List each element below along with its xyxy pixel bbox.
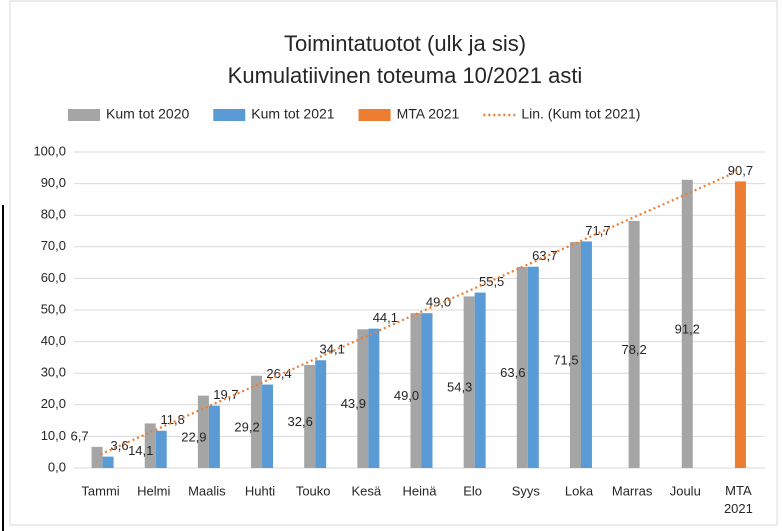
data-label: 34,1 <box>320 342 345 357</box>
data-label: 26,4 <box>266 366 291 381</box>
legend-label: Kum tot 2021 <box>251 106 334 122</box>
data-label: 29,2 <box>234 419 259 434</box>
y-tick-label: 90,0 <box>41 175 66 190</box>
x-tick-label: Elo <box>463 483 482 498</box>
x-tick-label: Joulu <box>670 483 701 498</box>
data-label: 91,2 <box>675 321 700 336</box>
bar <box>734 181 746 468</box>
bar <box>91 446 103 468</box>
bar <box>628 220 640 468</box>
x-tick-label: Kesä <box>352 483 382 498</box>
x-tick-label: Loka <box>565 483 594 498</box>
trendline <box>100 169 739 456</box>
x-tick-label: Marras <box>612 483 653 498</box>
x-tick-label: Heinä <box>403 483 438 498</box>
chart-title: Toimintatuotot (ulk ja sis) <box>284 31 526 56</box>
legend-swatch <box>68 109 100 121</box>
y-tick-label: 100,0 <box>33 143 66 158</box>
data-label: 44,1 <box>373 310 398 325</box>
data-label: 55,5 <box>479 274 504 289</box>
chart-subtitle: Kumulatiivinen toteuma 10/2021 asti <box>228 63 583 88</box>
data-label: 71,5 <box>553 352 578 367</box>
bar <box>144 423 156 468</box>
y-tick-label: 70,0 <box>41 238 66 253</box>
data-label: 14,1 <box>128 443 153 458</box>
bar <box>681 179 693 469</box>
bar <box>155 430 167 468</box>
data-label: 11,8 <box>161 412 185 427</box>
bar <box>262 384 274 468</box>
bar <box>463 296 475 468</box>
bar <box>368 328 380 468</box>
bar <box>580 241 592 468</box>
x-tick-label: Touko <box>296 483 331 498</box>
bar <box>102 456 114 468</box>
bar <box>527 266 539 468</box>
x-tick-label-line: 2021 <box>724 501 753 516</box>
data-label: 78,2 <box>621 342 646 357</box>
y-tick-label: 30,0 <box>41 365 66 380</box>
x-tick-label: Tammi <box>81 483 119 498</box>
legend-swatch <box>358 109 391 121</box>
data-label: 19,7 <box>213 387 238 402</box>
x-tick-label: MTA 2021 <box>724 483 753 516</box>
data-label: 54,3 <box>447 380 472 395</box>
legend-label: Kum tot 2020 <box>106 106 189 122</box>
data-label: 90,7 <box>728 163 753 178</box>
data-label: 49,0 <box>426 295 451 310</box>
y-tick-label: 10,0 <box>41 428 66 443</box>
bar <box>251 375 263 468</box>
x-tick-label: Helmi <box>137 483 170 498</box>
bar <box>516 267 528 468</box>
x-tick-label: Maalis <box>188 483 226 498</box>
data-label: 22,9 <box>181 429 206 444</box>
bar <box>474 292 486 468</box>
bar <box>197 395 209 468</box>
data-label: 32,6 <box>288 414 313 429</box>
bar <box>410 313 422 468</box>
x-tick-label-line: MTA <box>725 483 752 498</box>
bar <box>569 242 581 468</box>
bar <box>304 364 316 468</box>
y-tick-label: 80,0 <box>41 207 66 222</box>
bar <box>315 360 327 468</box>
data-label: 63,6 <box>500 365 525 380</box>
data-label: 43,9 <box>341 396 366 411</box>
data-label: 6,7 <box>71 428 89 443</box>
legend-swatch <box>213 109 246 121</box>
bar <box>208 405 220 468</box>
y-tick-label: 0,0 <box>48 459 66 474</box>
bar <box>421 313 433 468</box>
y-tick-label: 20,0 <box>41 396 66 411</box>
y-tick-label: 60,0 <box>41 270 66 285</box>
bar <box>357 329 369 468</box>
data-label: 49,0 <box>394 388 419 403</box>
data-label: 63,7 <box>532 248 557 263</box>
data-label: 71,7 <box>585 223 610 238</box>
y-tick-label: 40,0 <box>41 333 66 348</box>
legend-label: Lin. (Kum tot 2021) <box>521 106 640 122</box>
x-tick-label: Syys <box>512 483 541 498</box>
legend-label: MTA 2021 <box>397 106 460 122</box>
y-tick-label: 50,0 <box>41 301 66 316</box>
x-tick-label: Huhti <box>245 483 275 498</box>
